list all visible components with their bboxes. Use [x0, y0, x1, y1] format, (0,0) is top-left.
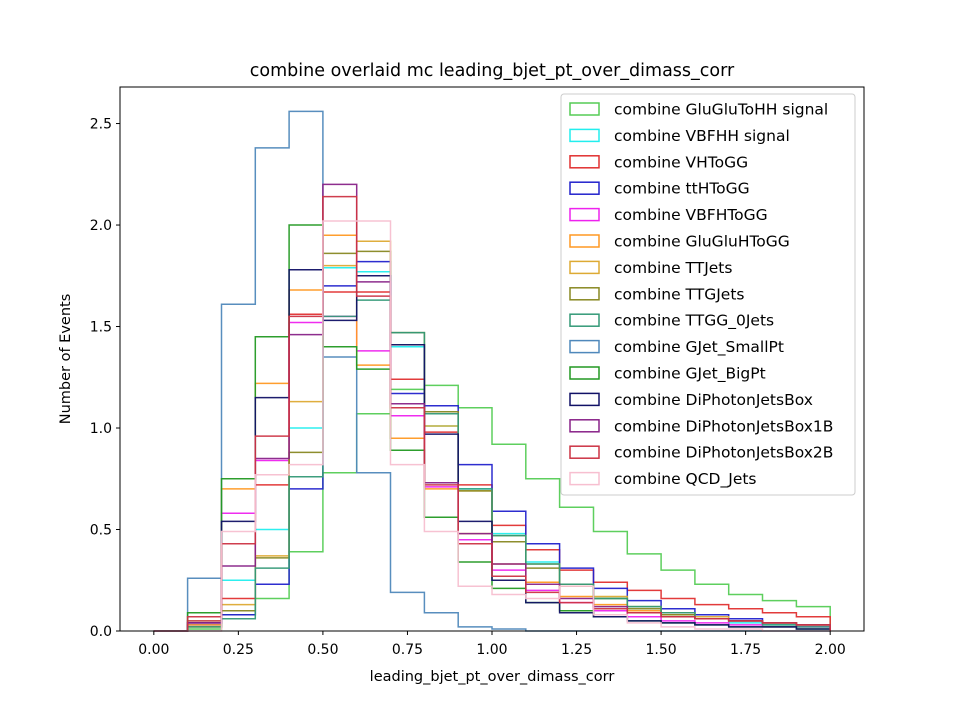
legend-label: combine TTGJets: [614, 285, 744, 303]
legend-label: combine DiPhotonJetsBox2B: [614, 444, 833, 462]
legend-label: combine GluGluToHH signal: [614, 101, 828, 119]
legend-swatch: [569, 181, 600, 195]
chart-title: combine overlaid mc leading_bjet_pt_over…: [250, 61, 735, 81]
x-tick-label: 1.75: [730, 642, 761, 658]
y-tick-label: 1.5: [90, 320, 112, 336]
x-tick-label: 0.50: [307, 642, 338, 658]
histogram-series-0: [153, 384, 831, 632]
x-axis-ticks: 0.00 0.25 0.50 0.75 1.00 1.25 1.50 1.75 2.00: [138, 631, 846, 658]
legend-swatch: [569, 155, 600, 169]
histogram-series-2: [153, 291, 831, 632]
legend-swatch: [569, 287, 600, 301]
legend-label: combine ttHToGG: [614, 180, 750, 198]
legend-label: combine DiPhotonJetsBox: [614, 391, 813, 409]
x-tick-label: 1.00: [476, 642, 507, 658]
legend-swatch: [569, 234, 600, 248]
legend-label: combine DiPhotonJetsBox1B: [614, 417, 833, 435]
legend: combine GluGluToHH signal combine VBFHH s…: [560, 93, 856, 496]
legend-frame: [560, 93, 856, 496]
legend-label: combine QCD_Jets: [614, 470, 757, 489]
y-tick-label: 0.5: [90, 523, 112, 539]
legend-label: combine TTJets: [614, 259, 732, 277]
legend-swatch: [569, 313, 600, 327]
legend-swatch: [569, 207, 600, 222]
x-axis-label: leading_bjet_pt_over_dimass_corr: [370, 669, 615, 685]
legend-swatch: [569, 392, 600, 407]
legend-swatch: [569, 419, 600, 433]
legend-swatch: [569, 128, 600, 143]
legend-label: combine GJet_SmallPt: [614, 338, 784, 357]
histogram-series-13: [153, 195, 831, 632]
x-tick-label: 1.25: [561, 642, 592, 658]
legend-label: combine GJet_BigPt: [614, 365, 766, 384]
legend-swatch: [569, 260, 600, 275]
x-tick-label: 0.00: [138, 642, 169, 658]
legend-label: combine GluGluHToGG: [614, 233, 790, 251]
legend-swatch: [569, 339, 600, 354]
y-tick-label: 2.0: [90, 218, 112, 234]
y-tick-label: 1.0: [90, 421, 112, 437]
x-tick-label: 2.00: [815, 642, 846, 658]
x-tick-label: 0.25: [223, 642, 254, 658]
x-tick-label: 1.50: [646, 642, 677, 658]
legend-label: combine VBFHH signal: [614, 127, 790, 145]
legend-label: combine VBFHToGG: [614, 206, 768, 224]
histogram-series-14: [153, 220, 831, 632]
x-tick-label: 0.75: [392, 642, 423, 658]
legend-swatch: [569, 102, 600, 116]
legend-label: combine VHToGG: [614, 153, 748, 171]
series-layer: [153, 110, 831, 632]
y-tick-label: 2.5: [90, 117, 112, 133]
y-tick-label: 0.0: [90, 624, 112, 640]
legend-items: combine GluGluToHH signal combine VBFHH s…: [569, 101, 833, 489]
legend-swatch: [569, 445, 600, 459]
y-axis-label: Number of Events: [58, 294, 74, 425]
legend-swatch: [569, 366, 600, 380]
y-axis-ticks: 0.0 0.5 1.0 1.5 2.0 2.5: [90, 117, 120, 640]
legend-swatch: [569, 471, 600, 486]
legend-label: combine TTGG_0Jets: [614, 312, 774, 331]
